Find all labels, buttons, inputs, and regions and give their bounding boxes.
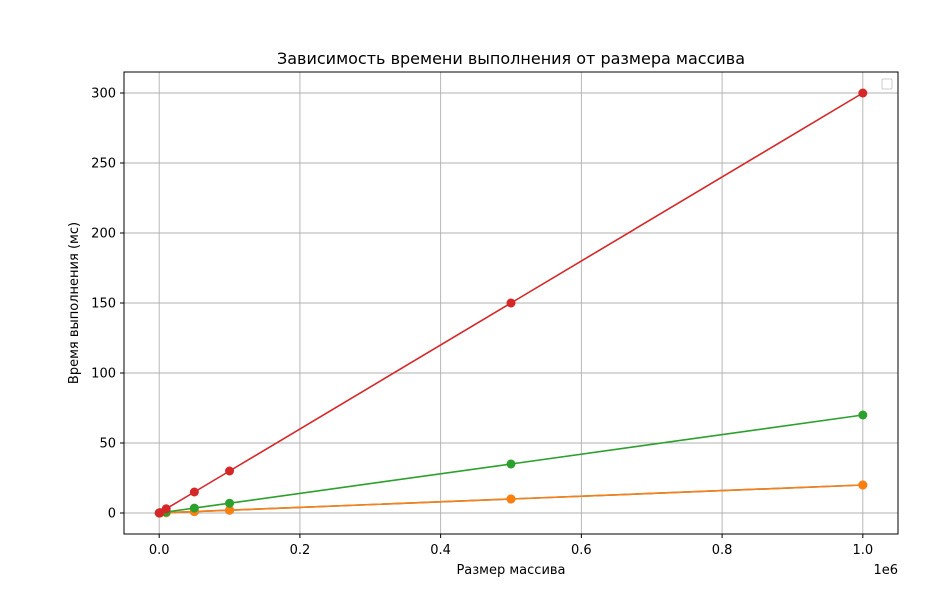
x-tick-label: 0.2 bbox=[290, 543, 311, 558]
legend-box bbox=[881, 78, 893, 90]
series-2-point bbox=[858, 480, 868, 490]
y-tick-label: 0 bbox=[108, 507, 116, 522]
x-axis-offset-label: 1e6 bbox=[873, 563, 898, 578]
x-tick-label: 0.6 bbox=[571, 543, 592, 558]
x-axis-label: Размер массива bbox=[456, 563, 565, 578]
series-2-point bbox=[225, 505, 235, 515]
series-4-point bbox=[506, 298, 516, 308]
grid bbox=[124, 72, 898, 534]
series-3-point bbox=[225, 498, 235, 508]
series-4-point bbox=[858, 88, 868, 98]
y-tick-label: 250 bbox=[91, 157, 116, 172]
x-tick-label: 0.0 bbox=[149, 543, 170, 558]
y-tick-label: 150 bbox=[91, 297, 116, 312]
x-tick-label: 1.0 bbox=[852, 543, 873, 558]
series-3-point bbox=[189, 503, 199, 513]
x-tick-label: 0.4 bbox=[430, 543, 451, 558]
chart-title: Зависимость времени выполнения от размер… bbox=[277, 49, 745, 68]
series-3-point bbox=[506, 459, 516, 469]
y-tick-label: 50 bbox=[99, 437, 116, 452]
series-4 bbox=[154, 88, 868, 518]
y-tick-label: 300 bbox=[91, 87, 116, 102]
ticks: 0.0 0.2 0.4 0.6 0.8 1.0 0 50 100 150 200 250 300 bbox=[91, 87, 873, 559]
series-3-point bbox=[858, 410, 868, 420]
series-layer bbox=[154, 88, 868, 518]
y-tick-label: 100 bbox=[91, 367, 116, 382]
series-4-point bbox=[225, 466, 235, 476]
y-axis-label: Время выполнения (мс) bbox=[67, 222, 82, 384]
y-tick-label: 200 bbox=[91, 227, 116, 242]
series-4-point bbox=[161, 504, 171, 514]
x-tick-label: 0.8 bbox=[712, 543, 733, 558]
series-2-point bbox=[506, 494, 516, 504]
series-4-point bbox=[189, 487, 199, 497]
